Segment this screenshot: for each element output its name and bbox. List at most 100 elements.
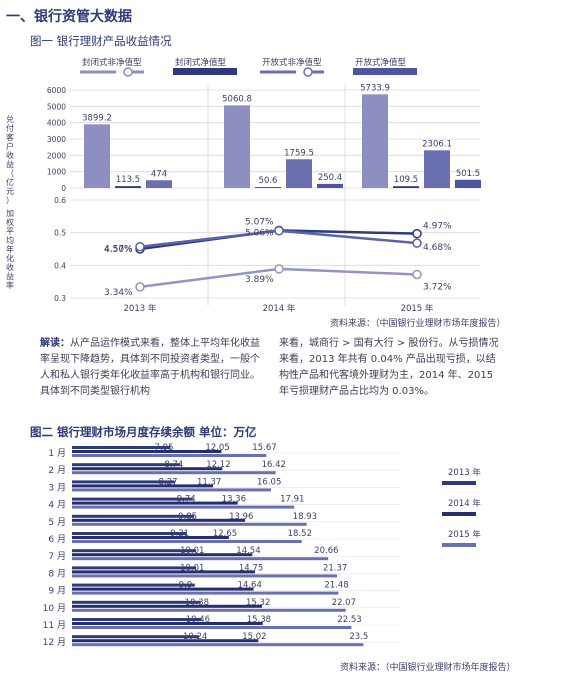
line-point-1-1 — [274, 225, 284, 236]
hbar-2-2 — [72, 488, 272, 492]
interpretation-left: 解读：从产品运作模式来看，整体上平均年化收益率呈现下降趋势，具体到不同投资者类型… — [40, 336, 260, 400]
hbar-data-label: 12.65 — [213, 529, 237, 539]
line-point-1-2 — [412, 238, 422, 248]
line-ytick-label: 0.3 — [54, 294, 66, 303]
bar-ylabel-char: ） — [6, 196, 14, 205]
xtick-label: 2015 年 — [401, 303, 434, 314]
line-ylabel-char: 权 — [6, 217, 14, 227]
hbar-1-10 — [72, 622, 263, 625]
hbar-0-2 — [72, 480, 175, 484]
line-point-2-1 — [274, 264, 284, 274]
figure1-legend: 封闭式非净值型 封闭式净值型 开放式非净值型 开放式净值型 — [80, 57, 417, 77]
bar-3-2 — [455, 179, 481, 188]
month-label: 1 月 — [48, 448, 66, 459]
hbar-data-label: 20.66 — [314, 546, 338, 556]
hbar-data-label: 11.37 — [197, 477, 221, 487]
month-label: 4 月 — [48, 500, 66, 511]
hbar-data-label: 15.32 — [246, 598, 270, 608]
bar-2-0 — [146, 180, 172, 188]
legend-label-0: 2013 年 — [448, 467, 481, 478]
hbar-data-label: 8.74 — [164, 460, 183, 470]
bar-data-label: 1759.5 — [284, 148, 314, 158]
section-title: 一、银行资管大数据 — [6, 9, 132, 25]
hbar-data-label: 14.54 — [236, 546, 260, 556]
month-label: 2 月 — [48, 465, 66, 476]
figure2-chart: 1 月 7.95 12.05 15.67 2 月 8.74 12.12 16.42 3 月 8.2… — [43, 443, 516, 673]
month-label: 12 月 — [43, 637, 66, 648]
hbar-0-10 — [72, 618, 202, 621]
line-ylabel-char: 均 — [6, 235, 14, 245]
legend-label-1: 封闭式净值型 — [175, 57, 227, 68]
line-ylabel-char: 率 — [6, 280, 14, 290]
line-point-0-2 — [412, 228, 422, 239]
month-label: 11 月 — [43, 620, 66, 631]
line-data-label: 4.57% — [104, 245, 133, 255]
hbar-data-label: 21.48 — [324, 581, 348, 591]
hbar-data-label: 14.64 — [238, 581, 262, 591]
line-ylabel-char: 收 — [6, 262, 14, 272]
hbar-data-label: 10.24 — [183, 632, 207, 642]
hbar-data-label: 9.74 — [177, 495, 196, 505]
hbar-2-4 — [72, 522, 307, 526]
hbar-1-3 — [72, 501, 238, 505]
hbar-data-label: 22.53 — [337, 615, 361, 625]
hbar-0-5 — [72, 532, 187, 535]
bar-ytick-label: 5000 — [47, 102, 66, 111]
hbar-1-5 — [72, 536, 229, 539]
hbar-1-8 — [72, 587, 254, 591]
hbar-0-9 — [72, 600, 201, 604]
line-ytick-label: 0.6 — [54, 196, 66, 205]
hbar-data-label: 15.67 — [252, 443, 276, 453]
bar-3-1 — [317, 183, 343, 188]
legend-swatch-1 — [442, 512, 476, 516]
hbar-2-3 — [72, 505, 295, 509]
hbar-data-label: 15.38 — [247, 615, 271, 625]
figure1-source: 资料来源：（中国银行业理财市场年度报告） — [330, 317, 506, 329]
hbar-data-label: 9.85 — [178, 512, 197, 522]
figure2-source: 资料来源：（中国银行业理财市场年度报告） — [340, 661, 516, 673]
hbar-data-label: 21.37 — [323, 563, 347, 573]
bar-1-2 — [393, 186, 419, 188]
month-label: 7 月 — [48, 551, 66, 562]
figure1-xaxis: 2013 年 2014 年 2015 年 — [124, 303, 434, 314]
hbar-data-label: 12.05 — [205, 443, 229, 453]
line-data-label: 3.72% — [423, 282, 452, 292]
hbar-data-label: 22.07 — [332, 598, 356, 608]
hbar-data-label: 10.38 — [185, 598, 209, 608]
line-ytick-label: 0.4 — [54, 261, 66, 270]
hbar-2-9 — [72, 608, 346, 612]
hbar-data-label: 23.5 — [349, 632, 368, 642]
figure1-title: 图一 银行理财产品收益情况 — [30, 34, 172, 48]
month-label: 3 月 — [48, 482, 66, 493]
legend-label-1: 2014 年 — [448, 498, 481, 509]
hbar-data-label: 9.21 — [170, 529, 189, 539]
hbar-1-1 — [72, 467, 223, 471]
figure2-plot: 1 月 7.95 12.05 15.67 2 月 8.74 12.12 16.42 3 月 8.2… — [43, 443, 400, 648]
line-point-2-0 — [135, 282, 145, 292]
hbar-data-label: 18.93 — [293, 512, 317, 522]
line-ylabel-char: 益 — [6, 271, 14, 281]
figure1-bar-plot: 0 1000 2000 3000 4000 5000 6000 3899.2 5060.8 573… — [47, 83, 481, 306]
hbar-0-0 — [72, 446, 171, 449]
bar-0-2 — [362, 94, 388, 188]
bar-ylabel-char: （ — [6, 169, 14, 178]
bar-data-label: 250.4 — [318, 173, 342, 183]
hbar-data-label: 15.02 — [242, 632, 266, 642]
legend-swatch-0 — [442, 481, 476, 485]
bar-data-label: 3899.2 — [82, 113, 112, 123]
hbar-data-label: 12.12 — [206, 460, 230, 470]
hbar-2-8 — [72, 591, 339, 595]
legend-swatch-1 — [173, 68, 237, 75]
bar-ylabel-char: 客 — [6, 132, 14, 142]
legend-label-0: 封闭式非净值型 — [82, 57, 142, 68]
bar-data-label: 501.5 — [456, 169, 480, 179]
hbar-0-1 — [72, 463, 181, 467]
bar-0-0 — [84, 124, 110, 188]
month-label: 10 月 — [43, 603, 66, 614]
bar-ylabel-char: 付 — [6, 123, 14, 133]
bar-1-0 — [115, 186, 141, 188]
interpretation-lead: 解读： — [40, 338, 70, 349]
bar-ylabel-char: 兑 — [6, 114, 14, 124]
legend-label-2: 开放式非净值型 — [262, 57, 322, 68]
